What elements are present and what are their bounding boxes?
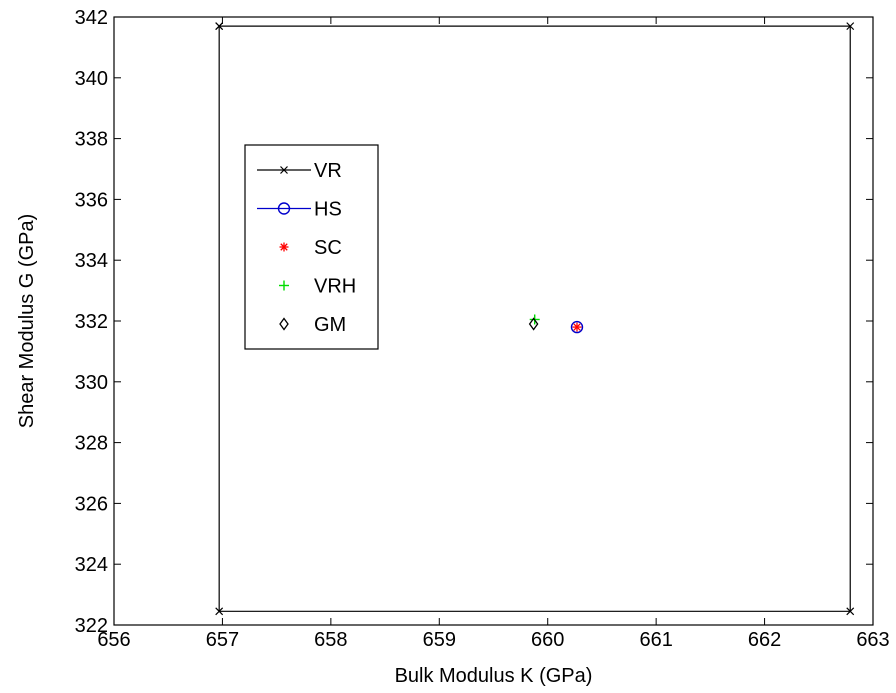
marker-stroke xyxy=(573,323,581,331)
legend-marker-hs xyxy=(277,202,291,215)
y-tick-label: 334 xyxy=(75,250,108,272)
x-tick-label: 657 xyxy=(206,629,239,651)
y-tick-label: 338 xyxy=(75,129,108,151)
legend-entry-vrh: VRH xyxy=(279,276,356,298)
x-tick-label: 660 xyxy=(531,629,564,651)
legend-entry-hs: HS xyxy=(257,199,342,221)
y-tick-label: 342 xyxy=(75,7,108,29)
marker-stroke xyxy=(846,607,855,616)
legend-marker-vr xyxy=(280,166,288,174)
legend-marker-sc xyxy=(279,242,289,252)
data-point-vr xyxy=(215,607,224,616)
marker-stroke xyxy=(846,22,855,31)
y-axis-label: Shear Modulus G (GPa) xyxy=(16,214,38,429)
legend-label: VR xyxy=(314,160,342,182)
y-tick-label: 330 xyxy=(75,372,108,394)
data-point-sc xyxy=(572,322,582,332)
data-point-vr xyxy=(215,22,224,31)
marker-stroke xyxy=(215,607,224,616)
x-tick-label: 659 xyxy=(423,629,456,651)
legend-marker-vrh xyxy=(279,280,289,291)
y-tick-label: 326 xyxy=(75,493,108,515)
series-sc xyxy=(572,322,582,332)
legend-label: HS xyxy=(314,199,342,221)
x-tick-label: 663 xyxy=(856,629,889,651)
y-tick-label: 328 xyxy=(75,433,108,455)
x-tick-label: 656 xyxy=(97,629,130,651)
data-point-gm xyxy=(528,317,539,331)
legend-entry-gm: GM xyxy=(279,314,346,336)
marker-stroke xyxy=(280,166,288,174)
y-tick-label: 336 xyxy=(75,189,108,211)
legend-label: GM xyxy=(314,314,346,336)
legend-entry-sc: SC xyxy=(279,237,342,259)
legend-label: VRH xyxy=(314,276,356,298)
y-tick-label: 332 xyxy=(75,311,108,333)
legend-entry-vr: VR xyxy=(257,160,342,182)
plot-area-frame xyxy=(113,16,874,626)
data-point-vr xyxy=(846,22,855,31)
x-tick-label: 661 xyxy=(639,629,672,651)
legend-label: SC xyxy=(314,237,342,259)
marker-stroke xyxy=(280,243,288,251)
legend-box xyxy=(244,144,379,350)
y-tick-label: 322 xyxy=(75,615,108,637)
x-axis: 656 657 658 659 660 661 662 663 xyxy=(97,17,890,651)
data-layer xyxy=(215,22,855,616)
y-tick-label: 324 xyxy=(75,554,108,576)
x-axis-label: Bulk Modulus K (GPa) xyxy=(395,665,593,687)
x-tick-label: 662 xyxy=(748,629,781,651)
marker-stroke xyxy=(215,22,224,31)
series-hs xyxy=(570,320,584,334)
x-tick-label: 658 xyxy=(314,629,347,651)
y-axis: 322 324 326 328 330 332 334 336 338 340 342 xyxy=(75,7,873,637)
legend: VR HS SC VRH GM xyxy=(244,144,379,350)
data-point-hs xyxy=(570,320,584,334)
y-tick-label: 340 xyxy=(75,68,108,90)
series-gm xyxy=(528,317,539,331)
data-point-vr xyxy=(846,607,855,616)
series-vr xyxy=(215,22,855,616)
legend-marker-gm xyxy=(279,317,289,331)
